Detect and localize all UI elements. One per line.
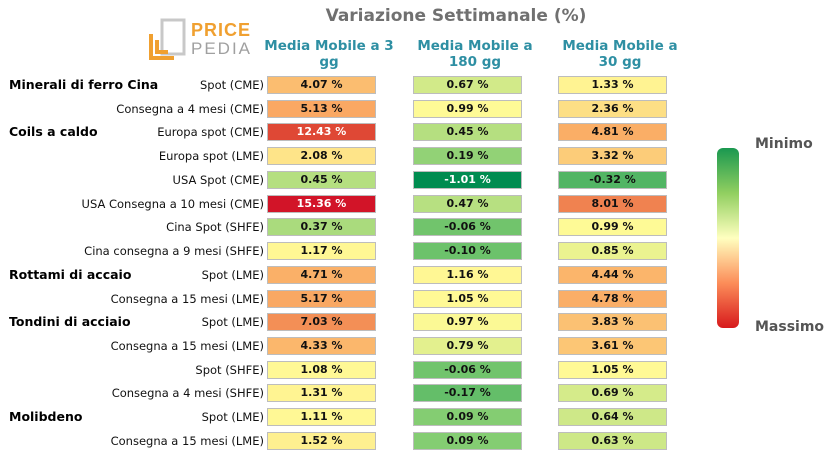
legend-max-label: Massimo xyxy=(755,319,825,335)
heatmap-cell: 1.08 % xyxy=(267,360,376,379)
group-label: Minerali di ferro Cina xyxy=(9,77,159,92)
row-label: Europa spot (CME) xyxy=(157,125,264,140)
heatmap-cell: 3.83 % xyxy=(558,313,667,332)
heatmap-cell: 8.01 % xyxy=(558,194,667,213)
row-label: Consegna a 15 mesi (LME) xyxy=(110,291,264,306)
heatmap-cell: 4.81 % xyxy=(558,123,667,142)
group-label: Rottami di accaio xyxy=(9,266,132,282)
row-label: Consegna a 4 mesi (SHFE) xyxy=(111,386,264,401)
heatmap-cell: 0.79 % xyxy=(413,337,522,356)
heatmap-cell: 0.85 % xyxy=(558,242,667,261)
row-label: Consegna a 15 mesi (LME) xyxy=(110,433,264,448)
heatmap-cell: 1.31 % xyxy=(267,384,376,403)
heatmap-cell: -0.17 % xyxy=(413,384,522,403)
group-label: Molibdeno xyxy=(9,409,83,425)
color-scale-legend xyxy=(717,148,739,328)
heatmap-cell: 0.99 % xyxy=(413,99,522,118)
heatmap-cell: 1.52 % xyxy=(267,431,376,450)
legend-min-label: Minimo xyxy=(755,136,813,152)
heatmap-cell: 0.37 % xyxy=(267,218,376,237)
heatmap-cell: 0.09 % xyxy=(413,408,522,427)
row-label: USA Spot (CME) xyxy=(172,172,264,187)
row-label: Cina consegna a 9 mesi (SHFE) xyxy=(84,244,264,259)
pricepedia-logo: PRICE PEDIA xyxy=(148,18,278,60)
heatmap-cell: 4.33 % xyxy=(267,337,376,356)
heatmap-cell: -0.06 % xyxy=(413,360,522,379)
row-label: Spot (CME) xyxy=(200,78,264,92)
heatmap-cell: 12.43 % xyxy=(267,123,376,142)
row-label: Spot (LME) xyxy=(201,267,264,282)
heatmap-cell: 0.09 % xyxy=(413,431,522,450)
heatmap-cell: 0.63 % xyxy=(558,431,667,450)
heatmap-cell: -0.10 % xyxy=(413,242,522,261)
heatmap-cell: 0.19 % xyxy=(413,147,522,166)
row-label: Spot (SHFE) xyxy=(195,362,264,377)
heatmap-cell: 5.17 % xyxy=(267,289,376,308)
heatmap-cell: 15.36 % xyxy=(267,194,376,213)
logo-text-price: PRICE xyxy=(191,20,252,40)
heatmap-cell: 0.99 % xyxy=(558,218,667,237)
row-label: Cina Spot (SHFE) xyxy=(166,220,264,235)
heatmap-cell: 3.61 % xyxy=(558,337,667,356)
heatmap-cell: 4.44 % xyxy=(558,265,667,284)
row-label: Europa spot (LME) xyxy=(158,149,264,164)
chart-title: Variazione Settimanale (%) xyxy=(325,6,587,26)
heatmap-cell: 4.07 % xyxy=(267,76,376,94)
heatmap-cell: 5.13 % xyxy=(267,99,376,118)
heatmap-cell: 0.69 % xyxy=(558,384,667,403)
heatmap-cell: -1.01 % xyxy=(413,170,522,189)
heatmap-cell: 0.45 % xyxy=(267,170,376,189)
row-label: Consegna a 4 mesi (CME) xyxy=(116,101,264,116)
column-header-180gg: Media Mobile a 180 gg xyxy=(417,38,533,70)
logo-mark-icon xyxy=(149,18,186,60)
row-label: Spot (LME) xyxy=(201,315,264,330)
heatmap-cell: 0.45 % xyxy=(413,123,522,142)
heatmap-cell: -0.06 % xyxy=(413,218,522,237)
heatmap-cell: 1.05 % xyxy=(558,360,667,379)
heatmap-cell: 1.17 % xyxy=(267,242,376,261)
heatmap-cell: 3.32 % xyxy=(558,147,667,166)
heatmap-cell: 4.71 % xyxy=(267,265,376,284)
row-label: Spot (LME) xyxy=(201,410,264,425)
heatmap-cell: 1.16 % xyxy=(413,265,522,284)
row-label: Consegna a 15 mesi (LME) xyxy=(110,339,264,354)
heatmap-cell: 0.47 % xyxy=(413,194,522,213)
column-header-30gg: Media Mobile a 30 gg xyxy=(562,38,678,70)
heatmap-cell: 7.03 % xyxy=(267,313,376,332)
heatmap-cell: 2.08 % xyxy=(267,147,376,166)
logo-text-pedia: PEDIA xyxy=(191,39,253,58)
heatmap-cell: 0.64 % xyxy=(558,408,667,427)
heatmap-cell: 0.97 % xyxy=(413,313,522,332)
group-label: Tondini di acciaio xyxy=(9,314,131,330)
heatmap-cell: 1.33 % xyxy=(558,76,667,94)
column-header-3gg: Media Mobile a 3 gg xyxy=(264,38,394,70)
group-label: Coils a caldo xyxy=(9,124,98,140)
heatmap-cell: 4.78 % xyxy=(558,289,667,308)
row-label: USA Consegna a 10 mesi (CME) xyxy=(81,196,264,211)
heatmap-cell: -0.32 % xyxy=(558,170,667,189)
heatmap-cell: 2.36 % xyxy=(558,99,667,118)
heatmap-cell: 1.11 % xyxy=(267,408,376,427)
heatmap-cell: 1.05 % xyxy=(413,289,522,308)
heatmap-cell: 0.67 % xyxy=(413,76,522,94)
